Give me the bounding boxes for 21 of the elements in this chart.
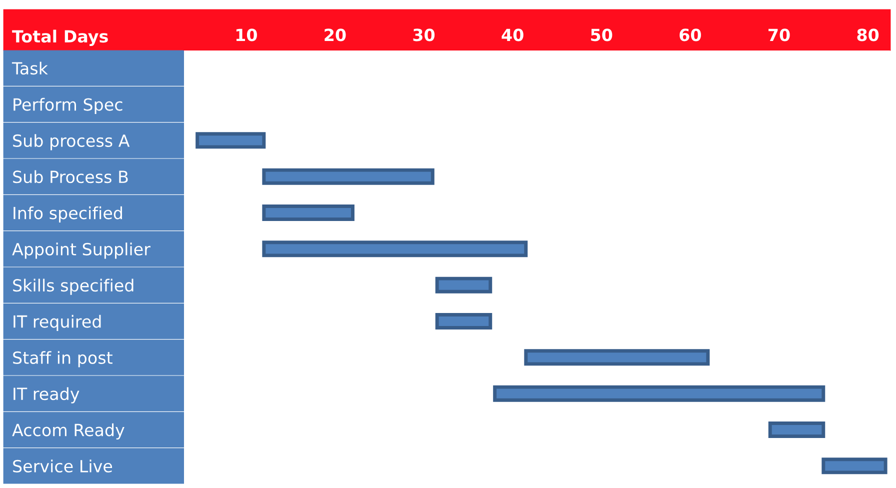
y-tick-label: Perform Spec <box>14 98 122 114</box>
y-tick-label: Skills specified <box>13 278 134 295</box>
y-tick-label: Task <box>12 62 48 75</box>
x-tick-label: 10 <box>236 28 257 42</box>
x-tick-label: 50 <box>591 28 612 42</box>
x-tick-label: 80 <box>857 28 879 42</box>
x-tick-label: 40 <box>502 28 524 42</box>
y-tick-label: Service Live <box>13 460 112 472</box>
x-tick-label: 20 <box>324 28 346 42</box>
x-tick-label: 60 <box>680 28 701 42</box>
x-axis-title: Total Days <box>12 30 108 46</box>
y-tick-label: Appoint Supplier <box>12 242 150 259</box>
y-tick-label: IT required <box>14 314 101 332</box>
y-tick-label: Sub process A <box>13 134 130 150</box>
y-tick-label: Accom Ready <box>12 423 124 440</box>
x-tick-label: 30 <box>413 28 435 42</box>
y-tick-label: IT ready <box>14 387 80 404</box>
x-tick-label: 70 <box>768 28 790 42</box>
y-tick-label: Sub Process B <box>13 170 128 184</box>
y-tick-label: Staff in post <box>13 351 112 368</box>
y-tick-label: Info specified <box>14 206 122 223</box>
